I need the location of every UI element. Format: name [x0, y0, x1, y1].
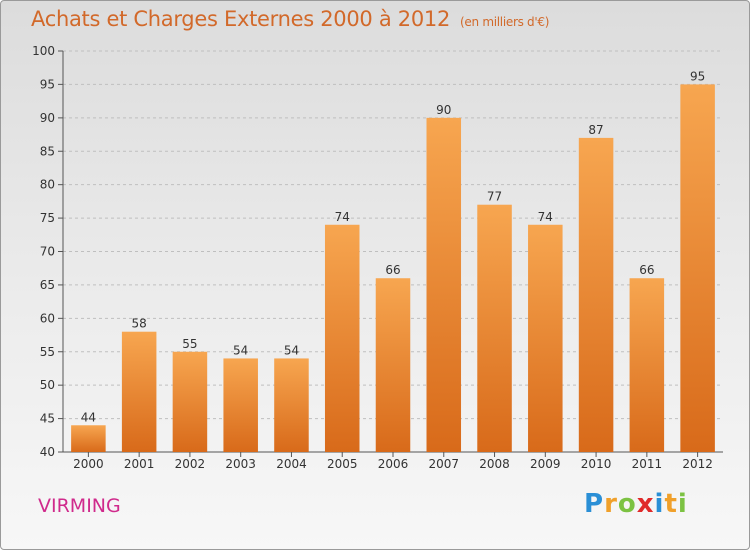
bar	[578, 137, 614, 452]
y-tick-label: 90	[40, 111, 55, 125]
x-tick-label: 2006	[378, 457, 409, 471]
data-label: 58	[132, 317, 147, 331]
bar	[324, 224, 360, 452]
data-label: 66	[385, 263, 400, 277]
bar	[223, 358, 258, 452]
y-tick-label: 75	[40, 211, 55, 225]
x-tick-label: 2012	[682, 457, 713, 471]
logo-letter: o	[617, 489, 637, 519]
logo-letter: P	[584, 489, 605, 519]
logo-letter: i	[654, 489, 665, 519]
bar	[172, 351, 208, 452]
chart-title: Achats et Charges Externes 2000 à 2012 (e…	[31, 7, 549, 31]
chart-title-text: Achats et Charges Externes 2000 à 2012	[31, 7, 451, 31]
x-tick-label: 2002	[175, 457, 206, 471]
y-tick-label: 65	[40, 278, 55, 292]
logo-letter: x	[636, 489, 655, 519]
data-label: 74	[538, 210, 553, 224]
x-tick-label: 2001	[124, 457, 155, 471]
y-tick-label: 100	[32, 44, 55, 58]
data-label: 55	[182, 337, 197, 351]
bar	[375, 278, 411, 452]
x-tick-label: 2007	[428, 457, 459, 471]
logo-letter: i	[677, 489, 688, 519]
x-tick-label: 2004	[276, 457, 307, 471]
y-tick-label: 55	[40, 345, 55, 359]
x-tick-label: 2008	[479, 457, 510, 471]
x-tick-label: 2005	[327, 457, 358, 471]
bar	[274, 358, 309, 452]
chart-subtitle: (en milliers d'€)	[460, 15, 550, 29]
data-label: 54	[233, 343, 248, 357]
data-label: 95	[690, 69, 705, 83]
x-tick-label: 2003	[225, 457, 256, 471]
bar	[528, 224, 563, 452]
commune-name: VIRMING	[38, 495, 121, 517]
x-tick-label: 2009	[530, 457, 561, 471]
y-tick-label: 70	[40, 245, 55, 259]
y-tick-label: 95	[40, 77, 55, 91]
data-label: 87	[588, 123, 603, 137]
y-tick-label: 85	[40, 144, 55, 158]
bar	[426, 117, 462, 452]
bar	[680, 84, 715, 453]
data-label: 44	[81, 410, 96, 424]
bar	[121, 331, 157, 452]
proxiti-logo: Proxiti	[584, 489, 688, 519]
bar	[71, 425, 106, 452]
y-tick-label: 80	[40, 178, 55, 192]
data-label: 90	[436, 103, 451, 117]
y-tick-label: 45	[40, 412, 55, 426]
data-label: 77	[487, 190, 502, 204]
x-tick-label: 2011	[632, 457, 663, 471]
data-label: 74	[335, 210, 350, 224]
data-label: 54	[284, 343, 299, 357]
x-tick-label: 2010	[581, 457, 612, 471]
logo-letter: r	[604, 489, 618, 519]
y-tick-label: 40	[40, 445, 55, 459]
data-label: 66	[639, 263, 654, 277]
x-tick-label: 2000	[73, 457, 104, 471]
bar	[477, 204, 512, 452]
y-tick-label: 60	[40, 311, 55, 325]
y-tick-label: 50	[40, 378, 55, 392]
bar	[629, 278, 665, 452]
logo-letter: t	[664, 489, 678, 519]
